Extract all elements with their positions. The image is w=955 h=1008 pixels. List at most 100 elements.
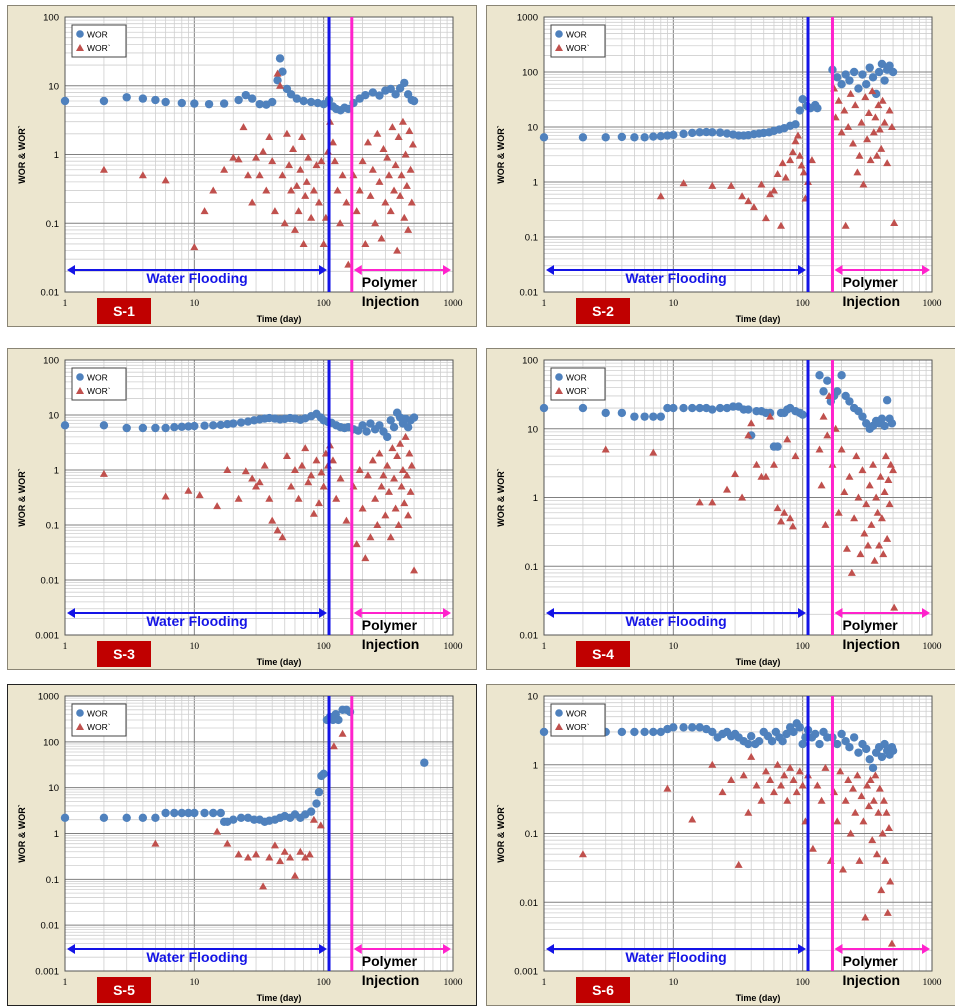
panel-id-label: S-3 (113, 646, 135, 662)
legend-box (71, 24, 127, 58)
wor-point (409, 96, 419, 106)
wor-prime-point (333, 186, 342, 194)
wor-prime-point (404, 225, 413, 233)
wor-prime-point (749, 203, 758, 211)
y-tick-label: 0.01 (520, 898, 539, 909)
wor-series (539, 371, 897, 451)
wor-point (798, 95, 807, 104)
y-tick-label: 100 (522, 68, 538, 79)
wor-prime-point (856, 550, 865, 558)
wor-prime-point (872, 151, 881, 159)
wor-point (122, 93, 131, 102)
polymer-label: Polymer (842, 274, 898, 290)
polymer-label: Polymer (362, 274, 418, 290)
wor-point (60, 96, 70, 106)
wor-point (702, 127, 711, 137)
wor-prime-point (867, 520, 876, 528)
wor-prime-point (398, 117, 407, 125)
injection-label: Injection (842, 972, 900, 988)
wor-prime-point (352, 207, 361, 215)
wor-prime-point (817, 796, 826, 804)
polymer-arrowhead-right (922, 608, 930, 618)
y-axis-label: WOR & WOR` (496, 804, 506, 863)
wor-prime-point (819, 412, 828, 420)
wor-prime-point (304, 153, 313, 161)
wor-prime-point (244, 853, 253, 861)
wor-prime-point (834, 508, 843, 516)
wor-point (578, 403, 588, 413)
wor-prime-point (695, 498, 704, 506)
wor-prime-point (752, 781, 761, 789)
waterflood-arrowhead-left (67, 608, 75, 618)
wor-prime-point (234, 155, 243, 163)
wor-prime-point (656, 192, 665, 200)
wor-prime-point (877, 886, 886, 894)
polymer-label: Polymer (362, 617, 418, 633)
wor-prime-point (757, 796, 766, 804)
wor-prime-point (738, 192, 747, 200)
y-tick-label: 1 (54, 829, 59, 840)
wor-point (849, 67, 859, 77)
wor-prime-point (847, 568, 856, 576)
wor-prime-point (391, 161, 400, 169)
wor-prime-point (352, 540, 361, 548)
wor-prime-point (400, 213, 409, 221)
wor-prime-series (578, 752, 896, 947)
wor-prime-point (783, 796, 792, 804)
polymer-arrowhead-left (834, 265, 843, 275)
wor-prime-point (397, 171, 406, 179)
wor-point (688, 403, 697, 413)
wor-prime-point (384, 171, 393, 179)
wor-point (695, 723, 704, 732)
wor-prime-point (889, 466, 898, 474)
wor-prime-point (890, 603, 899, 611)
wor-point (190, 99, 199, 108)
wor-point (138, 813, 148, 823)
wor-point (122, 423, 131, 433)
wor-prime-point (373, 521, 382, 528)
wor-prime-point (876, 472, 885, 480)
wor-prime-point (859, 180, 868, 188)
wor-prime-point (886, 877, 895, 885)
wor-point (99, 96, 109, 106)
legend-box (550, 24, 606, 58)
wor-prime-point (869, 128, 878, 136)
legend-wor-prime-marker (76, 44, 84, 51)
wor-prime-point (400, 499, 409, 507)
wor-prime-point (793, 131, 802, 139)
wor-prime-point (302, 177, 311, 185)
wor-point (744, 739, 753, 749)
wor-point (880, 739, 889, 749)
x-tick-label: 1 (63, 978, 68, 988)
wor-point (617, 132, 627, 142)
waterflood-arrowhead-left (67, 944, 75, 954)
y-tick-label: 0.01 (520, 631, 539, 642)
wor-prime-point (837, 445, 846, 453)
legend-wor-marker (555, 373, 563, 381)
wor-prime-point (229, 153, 238, 161)
wor-prime-point (410, 566, 419, 574)
wor-prime-point (252, 850, 261, 858)
wor-prime-point (375, 449, 384, 457)
wor-point (798, 739, 807, 749)
wor-prime-point (773, 169, 782, 177)
panel-id-badge (97, 298, 151, 324)
wor-prime-point (252, 482, 261, 490)
wor-prime-point (309, 815, 318, 823)
wor-prime-point (401, 150, 410, 158)
wor-prime-point (788, 522, 797, 530)
wor-point (679, 403, 688, 413)
wor-point (389, 423, 399, 432)
wor-prime-point (601, 445, 610, 453)
wor-series (60, 408, 419, 442)
plot-border (543, 16, 933, 293)
wor-prime-point (402, 471, 411, 479)
wor-point (874, 67, 884, 77)
wor-prime-point (381, 511, 390, 519)
wor-prime-point (821, 763, 830, 771)
wor-prime-point (386, 533, 395, 541)
x-axis-label: Time (day) (736, 657, 781, 667)
wor-prime-point (708, 760, 717, 768)
wor-prime-point (885, 106, 894, 114)
wor-point (640, 412, 649, 421)
